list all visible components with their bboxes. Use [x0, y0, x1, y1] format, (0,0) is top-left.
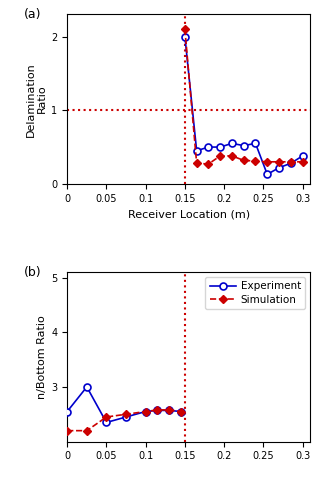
Y-axis label: n/Bottom Ratio: n/Bottom Ratio — [37, 315, 47, 399]
Text: (a): (a) — [23, 8, 41, 21]
Y-axis label: Delamination
Ratio: Delamination Ratio — [26, 62, 47, 136]
X-axis label: Receiver Location (m): Receiver Location (m) — [128, 209, 250, 219]
Text: (b): (b) — [23, 265, 41, 278]
Legend: Experiment, Simulation: Experiment, Simulation — [205, 277, 305, 309]
